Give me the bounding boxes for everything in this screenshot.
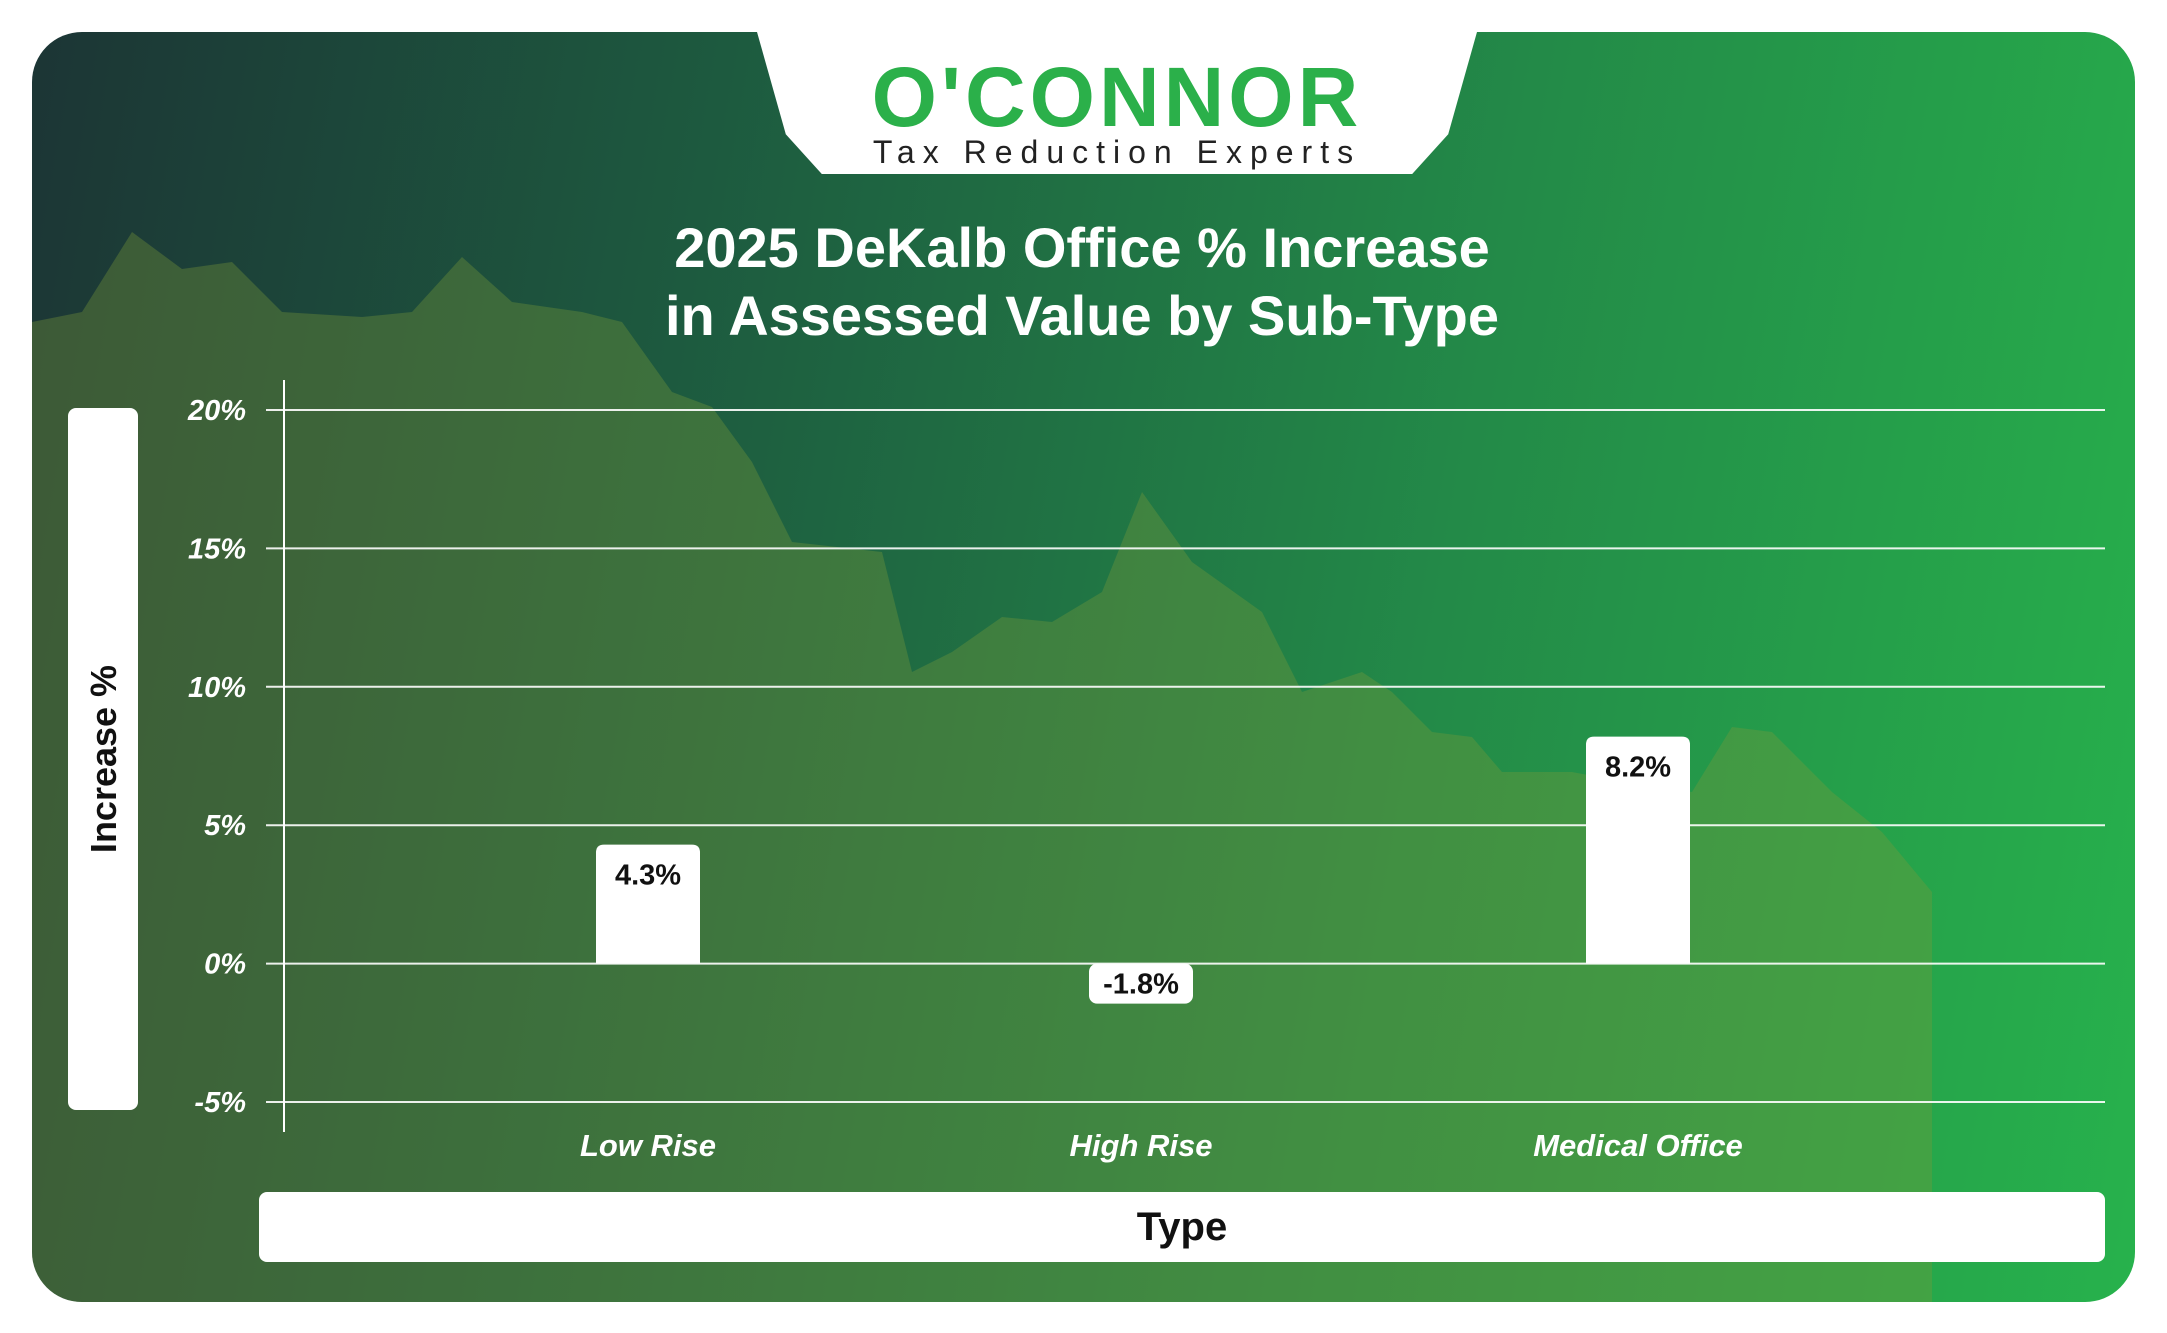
y-tick-label: 20% <box>187 395 246 427</box>
y-tick-label: 5% <box>204 810 246 842</box>
y-tick-label: 10% <box>188 672 246 704</box>
brand-logo: O'CONNOR <box>871 50 1363 144</box>
background-mountains <box>32 232 1932 1302</box>
bar <box>596 844 700 964</box>
x-axis-label: Type <box>1136 1204 1228 1249</box>
chart-title-line-1: 2025 DeKalb Office % Increase <box>674 216 1490 279</box>
logo-tab: O'CONNOR Tax Reduction Experts <box>757 32 1477 174</box>
chart-title-line-2: in Assessed Value by Sub-Type <box>664 284 1500 347</box>
y-tick-label: 0% <box>204 949 246 981</box>
plot-area: 20% 15% 10% 5% 0% -5% 4.3% Low Rise -1.8% High Ri… <box>187 380 2105 1163</box>
x-category-label: Medical Office <box>1533 1128 1743 1163</box>
bar <box>1089 963 1193 1004</box>
bar <box>1586 736 1690 964</box>
brand-tagline: Tax Reduction Experts <box>872 134 1362 170</box>
chart-title: 2025 DeKalb Office % Increase in Assesse… <box>432 214 1732 350</box>
x-category-label: High Rise <box>1070 1128 1213 1163</box>
x-category-label: Low Rise <box>580 1128 716 1163</box>
chart-card: O'CONNOR Tax Reduction Experts 2025 DeKa… <box>32 32 2135 1302</box>
y-tick-label: -5% <box>194 1087 246 1119</box>
data-label: -1.8% <box>1103 969 1179 1001</box>
y-axis-label-box <box>68 408 138 1110</box>
x-axis-label-box: Type <box>259 1192 2105 1262</box>
data-label: 4.3% <box>615 860 681 892</box>
y-tick-label: 15% <box>188 533 246 565</box>
data-label: 8.2% <box>1605 752 1671 784</box>
